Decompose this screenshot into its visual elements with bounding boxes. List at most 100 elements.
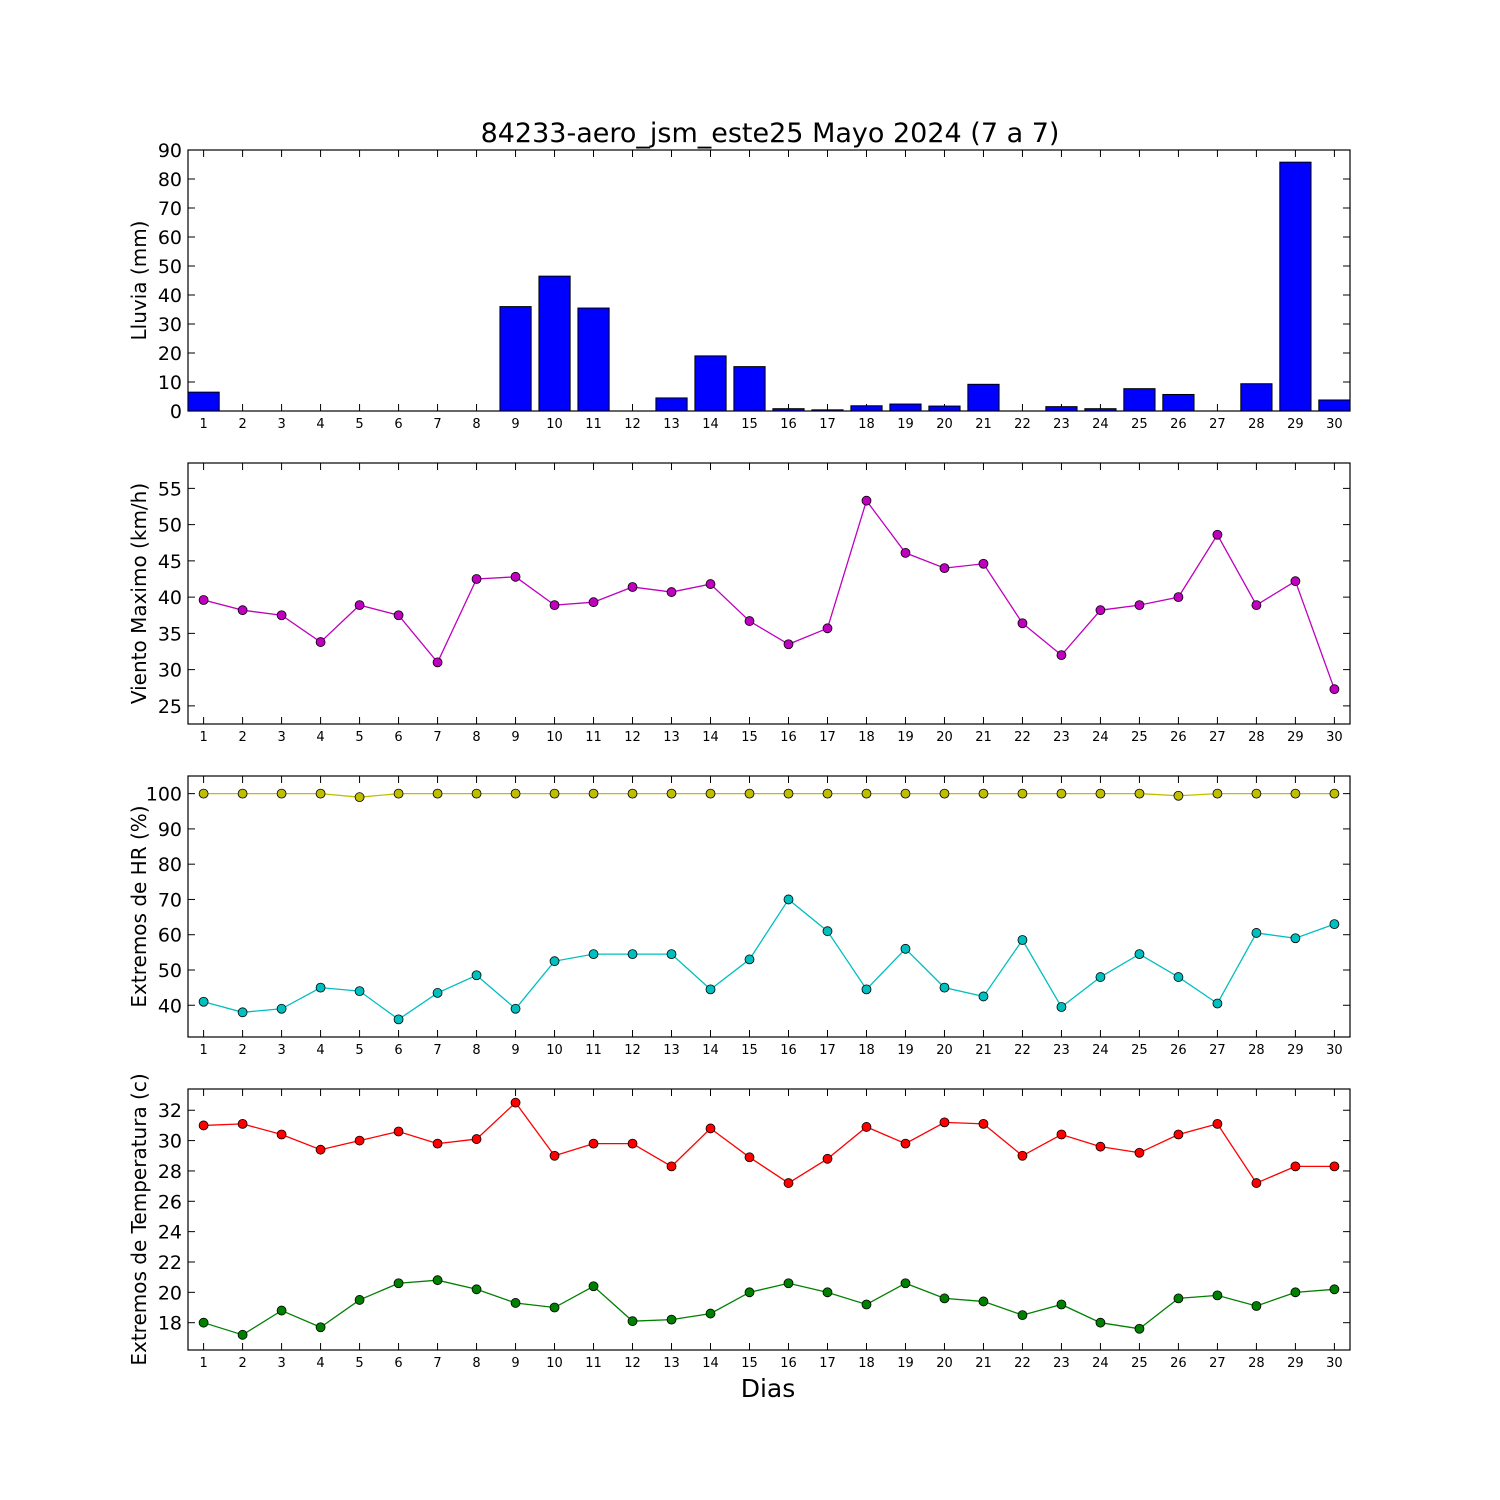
temperature-point	[1251, 1178, 1262, 1188]
temperature-point	[198, 1120, 209, 1131]
wind-point	[1173, 592, 1184, 603]
temperature-xtick-label: 25	[1131, 1356, 1148, 1371]
temperature-xtick-label: 28	[1248, 1356, 1265, 1371]
wind-ytick-label: 40	[158, 587, 182, 609]
humidity-point	[198, 788, 209, 799]
humidity-ytick-label: 50	[158, 960, 182, 982]
rain-xtick-label: 7	[433, 417, 441, 432]
temperature-xtick-label: 21	[975, 1356, 992, 1371]
temperature-point	[822, 1287, 833, 1298]
temperature-xtick-label: 6	[394, 1356, 402, 1371]
temperature-point	[471, 1134, 482, 1144]
rain-xtick-label: 25	[1131, 417, 1148, 432]
wind-xtick-label: 13	[663, 730, 680, 745]
temperature-point	[237, 1329, 248, 1340]
rain-bar	[1240, 383, 1273, 412]
humidity-point	[1173, 972, 1184, 982]
rain-xtick-label: 6	[394, 417, 402, 432]
wind-xtick-label: 20	[936, 730, 953, 745]
humidity-point	[705, 984, 716, 995]
humidity-point	[666, 788, 677, 799]
rain-bar	[538, 275, 571, 412]
temperature-point	[822, 1153, 833, 1164]
wind-ytick-label: 25	[158, 696, 182, 718]
wind-point	[627, 582, 638, 592]
rain-xtick-label: 13	[663, 417, 680, 432]
humidity-point	[549, 956, 560, 967]
humidity-point	[1017, 935, 1028, 945]
humidity-point	[783, 894, 794, 905]
wind-xtick-label: 26	[1170, 730, 1187, 745]
wind-point	[276, 610, 287, 621]
humidity-xtick-label: 1	[199, 1043, 207, 1058]
wind-xtick-label: 28	[1248, 730, 1265, 745]
humidity-ytick-label: 80	[158, 854, 182, 876]
humidity-xtick-label: 24	[1092, 1043, 1109, 1058]
wind-xtick-label: 7	[433, 730, 441, 745]
wind-xtick-label: 22	[1014, 730, 1031, 745]
wind-xtick-label: 25	[1131, 730, 1148, 745]
humidity-ylabel: Extremos de HR (%)	[127, 805, 151, 1007]
rain-ytick-label: 10	[158, 372, 182, 394]
wind-xtick-label: 5	[355, 730, 363, 745]
wind-xtick-label: 19	[897, 730, 914, 745]
humidity-xtick-label: 11	[585, 1043, 602, 1058]
humidity-point	[471, 970, 482, 981]
wind-xtick-label: 18	[858, 730, 875, 745]
humidity-point	[1329, 919, 1340, 930]
rain-bar	[655, 397, 688, 412]
humidity-point	[315, 982, 326, 993]
humidity-point	[939, 788, 950, 799]
temperature-ylabel: Extremos de Temperatura (c)	[127, 1073, 151, 1365]
humidity-point	[822, 788, 833, 799]
humidity-point	[588, 949, 599, 960]
wind-point	[432, 657, 443, 668]
rain-bar	[1318, 399, 1351, 412]
rain-xtick-label: 18	[858, 417, 875, 432]
wind-ytick-label: 30	[158, 660, 182, 682]
wind-point	[1290, 576, 1301, 587]
humidity-point	[978, 788, 989, 799]
temperature-point	[510, 1097, 521, 1108]
humidity-ytick-label: 40	[158, 995, 182, 1017]
temperature-point	[666, 1161, 677, 1172]
temperature-point	[783, 1178, 794, 1188]
humidity-xtick-label: 17	[819, 1043, 836, 1058]
temperature-point	[939, 1293, 950, 1304]
temperature-ytick-label: 28	[158, 1161, 182, 1183]
wind-xtick-label: 14	[702, 730, 719, 745]
wind-point	[783, 639, 794, 650]
rain-bar	[187, 391, 220, 412]
wind-xtick-label: 6	[394, 730, 402, 745]
temperature-xtick-label: 15	[741, 1356, 758, 1371]
humidity-point	[783, 788, 794, 799]
rain-ytick-label: 20	[158, 343, 182, 365]
humidity-xtick-label: 10	[546, 1043, 563, 1058]
rain-xtick-label: 2	[238, 417, 246, 432]
wind-point	[939, 563, 950, 574]
rain-xtick-label: 27	[1209, 417, 1226, 432]
humidity-point	[549, 788, 560, 799]
temperature-point	[861, 1122, 872, 1132]
humidity-xtick-label: 15	[741, 1043, 758, 1058]
wind-xtick-label: 12	[624, 730, 641, 745]
temperature-point	[1134, 1147, 1145, 1158]
humidity-point	[1095, 972, 1106, 982]
humidity-xtick-label: 29	[1287, 1043, 1304, 1058]
rain-ytick-label: 50	[158, 256, 182, 278]
humidity-xtick-label: 8	[472, 1043, 480, 1058]
temperature-xtick-label: 30	[1326, 1356, 1343, 1371]
temperature-point	[432, 1275, 443, 1286]
humidity-xtick-label: 16	[780, 1043, 797, 1058]
temperature-series-line	[203, 1279, 1335, 1336]
rain-xtick-label: 29	[1287, 417, 1304, 432]
wind-point	[1212, 529, 1223, 540]
wind-point	[861, 495, 872, 506]
rain-bar	[1162, 393, 1195, 412]
temperature-ytick-label: 26	[158, 1191, 182, 1213]
rain-xtick-label: 11	[585, 417, 602, 432]
rain-xtick-label: 22	[1014, 417, 1031, 432]
rain-xtick-label: 23	[1053, 417, 1070, 432]
